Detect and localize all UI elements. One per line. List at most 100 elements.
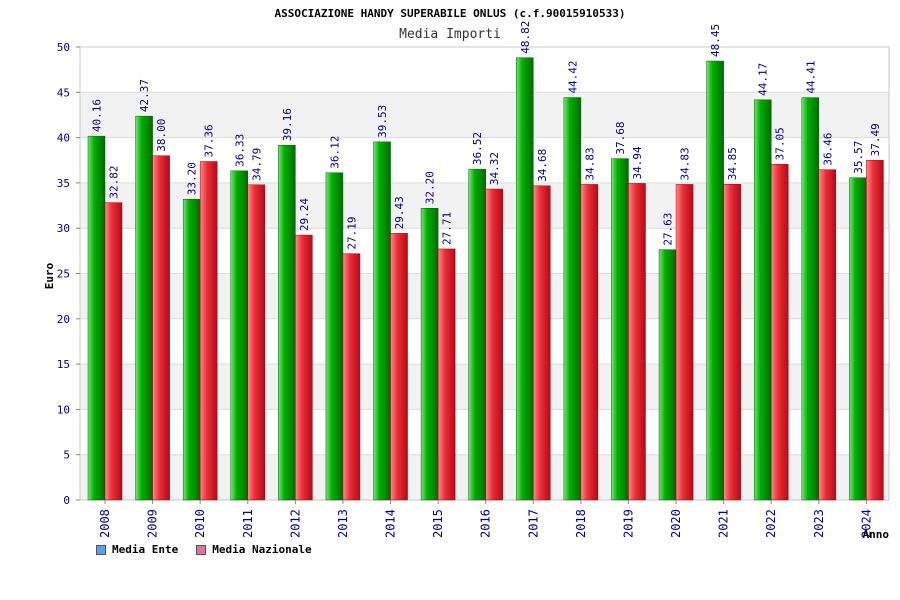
data-label: 44.41	[804, 61, 817, 94]
bar-media-ente	[182, 198, 201, 501]
bar-media-nazionale	[485, 188, 503, 501]
bar-media-nazionale	[342, 253, 361, 501]
data-label: 37.05	[774, 127, 787, 160]
bar-media-ente	[135, 115, 153, 501]
data-label: 34.83	[679, 147, 692, 180]
data-label: 34.94	[631, 146, 644, 179]
y-axis: 0 5 10 15 20 25 30 35 40 45 50	[57, 41, 80, 507]
data-label: 34.79	[250, 148, 263, 181]
x-tick-label: 2015	[431, 509, 445, 538]
data-label: 42.37	[138, 79, 151, 112]
data-label: 39.53	[376, 105, 389, 138]
data-label: 27.63	[662, 213, 675, 246]
x-tick-label: 2016	[479, 509, 493, 538]
y-tick-label: 0	[63, 494, 70, 507]
data-label: 36.52	[471, 132, 484, 165]
grid-band	[80, 47, 889, 93]
data-label: 38.00	[155, 119, 168, 152]
bar-media-nazionale	[580, 184, 599, 501]
data-label: 33.20	[186, 162, 199, 195]
x-tick-label: 2018	[574, 509, 588, 538]
x-tick-label: 2020	[669, 509, 683, 538]
data-label: 39.16	[281, 108, 294, 141]
x-tick-label: 2019	[621, 509, 635, 538]
bar-media-ente	[373, 141, 391, 501]
bar-media-nazionale	[866, 160, 884, 501]
x-tick-label: 2017	[526, 509, 540, 538]
bar-media-ente	[706, 60, 724, 501]
data-label: 35.57	[852, 141, 865, 174]
data-label: 37.36	[203, 124, 216, 157]
bar-media-nazionale	[104, 202, 123, 501]
bar-media-ente	[516, 57, 534, 501]
y-tick-label: 50	[57, 41, 70, 54]
x-tick-label: 2008	[98, 509, 112, 538]
bar-media-nazionale	[533, 185, 551, 501]
bar-media-ente	[87, 135, 106, 501]
y-tick-label: 45	[57, 86, 70, 99]
data-label: 34.32	[488, 152, 501, 185]
legend-label: Media Nazionale	[212, 543, 312, 556]
x-tick-label: 2021	[717, 509, 731, 538]
x-tick-label: 2024	[859, 509, 873, 538]
data-label: 48.82	[519, 21, 532, 54]
bar-media-ente	[468, 168, 486, 501]
data-label: 44.17	[757, 63, 770, 96]
bar-media-ente	[658, 249, 677, 501]
bars-group: 40.16 32.82 42.37 38.00 33.20 37.36 36.33 34.79…	[87, 21, 884, 501]
bar-media-ente	[849, 177, 867, 501]
legend-swatch	[96, 544, 106, 555]
y-tick-label: 20	[57, 313, 70, 326]
bar-media-nazionale	[675, 184, 694, 501]
x-tick-label: 2023	[812, 509, 826, 538]
bar-media-nazionale	[152, 155, 170, 501]
bar-media-ente	[563, 97, 582, 501]
data-label: 36.46	[821, 133, 834, 166]
bar-media-nazionale	[628, 183, 646, 501]
x-tick-label: 2014	[384, 509, 398, 538]
legend: Media Ente Media Nazionale	[96, 543, 312, 556]
x-tick-label: 2010	[193, 509, 207, 538]
bar-media-nazionale	[723, 184, 741, 501]
bar-media-nazionale	[437, 248, 456, 501]
x-tick-label: 2011	[241, 509, 255, 538]
x-tick-label: 2009	[146, 509, 160, 538]
data-label: 32.20	[424, 171, 437, 204]
data-label: 34.85	[726, 147, 739, 180]
y-tick-label: 30	[57, 222, 70, 235]
y-tick-label: 10	[57, 403, 70, 416]
legend-label: Media Ente	[112, 543, 179, 556]
bar-media-ente	[611, 158, 629, 501]
x-axis-label: Anno	[863, 528, 890, 541]
x-tick-label: 2012	[288, 509, 302, 538]
bar-media-nazionale	[390, 233, 408, 501]
x-tick-label: 2013	[336, 509, 350, 538]
data-label: 37.68	[614, 121, 627, 154]
bar-media-ente	[753, 99, 772, 501]
bar-media-ente	[325, 172, 344, 501]
chart-subtitle: Media Importi	[399, 27, 501, 42]
bar-media-nazionale	[770, 164, 789, 501]
data-label: 32.82	[108, 166, 121, 199]
y-tick-label: 40	[57, 132, 70, 145]
data-label: 36.12	[328, 136, 341, 169]
bar-media-ente	[278, 144, 296, 501]
x-axis: 2008 2009 2010 2011 2012 2013 2014 2015 2016 2017…	[98, 500, 873, 538]
x-tick-label: 2022	[764, 509, 778, 538]
data-label: 27.71	[441, 212, 454, 245]
data-label: 40.16	[91, 99, 104, 132]
data-label: 34.68	[536, 149, 549, 182]
bar-media-ente	[420, 208, 439, 501]
legend-item-media-nazionale: Media Nazionale	[196, 543, 312, 556]
bar-media-nazionale	[199, 161, 218, 501]
data-label: 29.24	[298, 198, 311, 231]
bar-media-nazionale	[818, 169, 837, 501]
y-tick-label: 5	[63, 449, 70, 462]
legend-item-media-ente: Media Ente	[96, 543, 178, 556]
chart-title: ASSOCIAZIONE HANDY SUPERABILE ONLUS (c.f…	[275, 7, 626, 20]
data-label: 37.49	[869, 123, 882, 156]
y-tick-label: 15	[57, 358, 70, 371]
bar-media-nazionale	[247, 184, 266, 501]
legend-swatch	[196, 544, 207, 555]
